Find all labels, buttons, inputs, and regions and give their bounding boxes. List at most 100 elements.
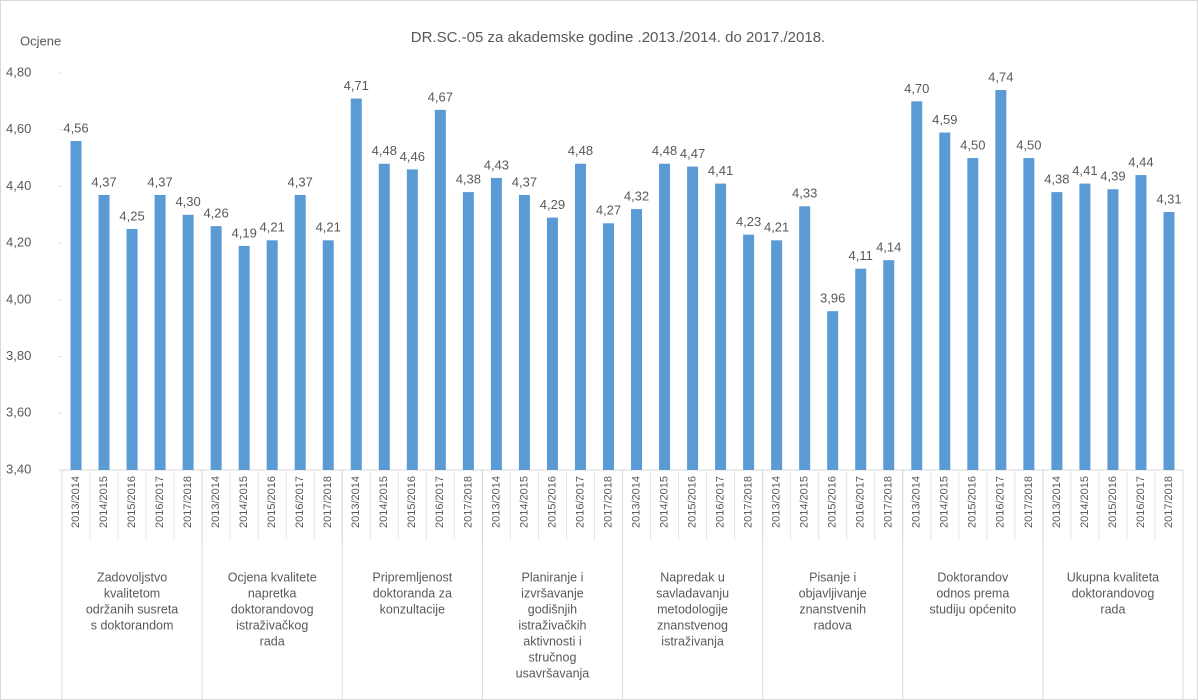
data-label: 4,38 [1044, 172, 1069, 187]
y-tick-label: 3,60 [6, 405, 31, 420]
data-label: 4,37 [288, 174, 313, 189]
x-tick-label: 2014/2015 [658, 476, 670, 528]
bar [687, 166, 699, 471]
x-tick-label: 2015/2016 [967, 476, 979, 528]
group-label: Ocjena kvalitete [228, 570, 317, 584]
x-tick-label: 2013/2014 [350, 476, 362, 528]
x-tick-label: 2015/2016 [126, 476, 138, 528]
bar [715, 183, 727, 471]
y-tick-label: 4,40 [6, 178, 31, 193]
x-tick-label: 2017/2018 [1163, 476, 1175, 528]
bar [827, 311, 839, 470]
data-label: 4,19 [232, 225, 257, 240]
data-label: 4,67 [428, 89, 453, 104]
data-label: 4,48 [568, 143, 593, 158]
group-label: kvalitetom [104, 586, 160, 600]
data-label: 4,48 [372, 143, 397, 158]
x-tick-label: 2017/2018 [462, 476, 474, 528]
data-label: 4,37 [147, 174, 172, 189]
x-tick-label: 2017/2018 [883, 476, 895, 528]
data-label: 4,46 [400, 149, 425, 164]
y-axis-label: Ocjene [20, 33, 61, 48]
data-label: 4,27 [596, 203, 621, 218]
group-label: doktoranda za [373, 586, 452, 600]
x-tick-label: 2014/2015 [238, 476, 250, 528]
bar [434, 109, 446, 470]
x-tick-label: 2017/2018 [602, 476, 614, 528]
data-label: 4,41 [708, 163, 733, 178]
data-label: 4,41 [1072, 163, 1097, 178]
bar [462, 192, 474, 470]
group-label: godišnjih [528, 602, 577, 616]
group-label: doktorandovog [231, 602, 314, 616]
group-label: Planiranje i [522, 570, 584, 584]
data-label: 3,96 [820, 291, 845, 306]
group-label: znanstvenih [799, 602, 866, 616]
data-label: 4,14 [876, 240, 901, 255]
y-tick-label: 4,60 [6, 121, 31, 136]
data-label: 4,30 [175, 194, 200, 209]
group-label: održanih susreta [86, 602, 178, 616]
data-label: 4,21 [260, 220, 285, 235]
x-tick-label: 2016/2017 [434, 476, 446, 528]
bar [855, 268, 867, 470]
bar [350, 98, 362, 471]
data-label: 4,23 [736, 214, 761, 229]
group-label: rada [260, 634, 285, 648]
data-label: 4,21 [316, 220, 341, 235]
group-label: objavljivanje [799, 586, 867, 600]
x-tick-label: 2016/2017 [995, 476, 1007, 528]
bar [490, 177, 502, 470]
data-label: 4,48 [652, 143, 677, 158]
bar [266, 240, 278, 470]
bar [1163, 211, 1175, 470]
x-tick-label: 2016/2017 [154, 476, 166, 528]
bar [70, 141, 82, 471]
bar [967, 158, 979, 471]
x-tick-label: 2016/2017 [714, 476, 726, 528]
bar [322, 240, 334, 470]
bar [238, 245, 250, 470]
x-tick-label: 2017/2018 [322, 476, 334, 528]
bar [126, 228, 138, 470]
data-label: 4,43 [484, 157, 509, 172]
bar [1079, 183, 1091, 471]
x-tick-label: 2015/2016 [686, 476, 698, 528]
x-tick-label: 2013/2014 [630, 476, 642, 528]
bar [1135, 175, 1147, 471]
x-tick-label: 2016/2017 [855, 476, 867, 528]
group-label: studiju općenito [929, 602, 1016, 616]
bar [406, 169, 418, 470]
y-tick-label: 3,40 [6, 461, 31, 476]
bar [995, 90, 1007, 470]
y-tick-label: 4,20 [6, 235, 31, 250]
bar [939, 132, 951, 471]
data-label: 4,71 [344, 78, 369, 93]
group-label: istraživačkog [236, 618, 308, 632]
data-label: 4,21 [764, 220, 789, 235]
bar [574, 163, 586, 470]
bar [546, 217, 558, 470]
bar [602, 223, 614, 470]
data-label: 4,56 [63, 120, 88, 135]
group-label: izvršavanje [521, 586, 584, 600]
x-tick-label: 2013/2014 [771, 476, 783, 528]
group-label: Pripremljenost [372, 570, 452, 584]
bar [98, 194, 110, 470]
x-tick-label: 2016/2017 [294, 476, 306, 528]
x-tick-label: 2015/2016 [1107, 476, 1119, 528]
group-label: napretka [248, 586, 297, 600]
group-label: odnos prema [936, 586, 1009, 600]
group-label: doktorandovog [1072, 586, 1155, 600]
group-label: istraživačkih [518, 618, 586, 632]
group-label: istraživanja [661, 634, 724, 648]
data-label: 4,50 [1016, 138, 1041, 153]
bar [378, 163, 390, 470]
group-label: konzultacije [380, 602, 445, 616]
x-tick-label: 2013/2014 [911, 476, 923, 528]
x-tick-label: 2015/2016 [546, 476, 558, 528]
x-tick-label: 2017/2018 [1023, 476, 1035, 528]
data-label: 4,59 [932, 112, 957, 127]
bar [294, 194, 306, 470]
x-tick-label: 2014/2015 [939, 476, 951, 528]
